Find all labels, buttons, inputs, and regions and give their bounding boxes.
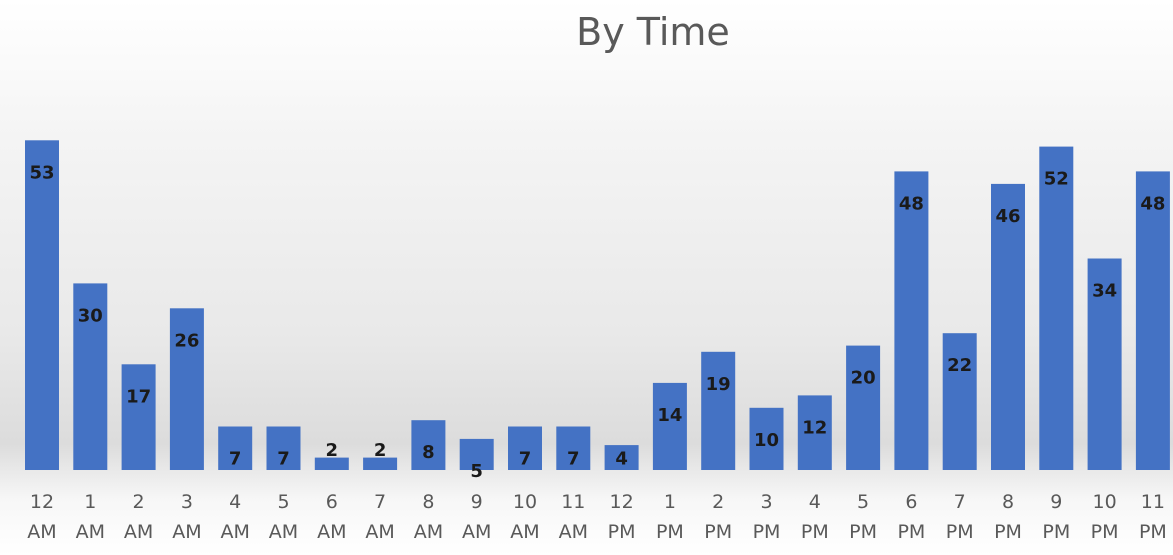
data-label: 30 (78, 305, 103, 326)
data-label: 2 (374, 440, 387, 461)
bar-10-pm (1087, 258, 1122, 470)
category-label: 7 AM (365, 491, 394, 543)
category-label: 9 PM (1042, 491, 1070, 543)
data-label: 17 (126, 386, 151, 407)
category-label: 8 PM (994, 491, 1022, 543)
bar-9-am (459, 438, 494, 470)
data-label: 19 (706, 374, 731, 395)
data-label: 48 (1140, 193, 1165, 214)
data-label: 22 (947, 355, 972, 376)
bar-6-pm (894, 171, 929, 470)
data-label: 48 (899, 193, 924, 214)
bar-6-am (314, 457, 349, 470)
data-label: 53 (29, 162, 54, 183)
category-label: 4 PM (801, 491, 829, 543)
category-label: 11 PM (1139, 491, 1167, 543)
data-label: 5 (470, 461, 483, 482)
data-label: 34 (1092, 281, 1117, 302)
data-label: 7 (567, 449, 580, 470)
category-label: 10 PM (1091, 491, 1119, 543)
category-label: 12 PM (608, 491, 636, 543)
bar-7-pm (942, 333, 977, 470)
bar-1-am (73, 283, 108, 470)
data-label: 8 (422, 442, 435, 463)
category-label: 6 AM (317, 491, 346, 543)
category-label: 1 AM (76, 491, 105, 543)
category-label: 2 AM (124, 491, 153, 543)
category-label: 10 AM (510, 491, 539, 543)
data-label: 7 (277, 449, 290, 470)
bar-8-am (411, 420, 446, 470)
data-label: 14 (657, 405, 682, 426)
category-label: 2 PM (704, 491, 732, 543)
bar-12-pm (604, 445, 639, 470)
bar-2-pm (701, 351, 736, 470)
category-label: 7 PM (946, 491, 974, 543)
bar-4-pm (797, 395, 832, 470)
category-label: 9 AM (462, 491, 491, 543)
bar-9-pm (1039, 146, 1074, 470)
bar-4-am (218, 426, 253, 470)
bar-10-am (508, 426, 542, 470)
data-label: 2 (326, 440, 339, 461)
category-label: 5 PM (849, 491, 877, 543)
data-label: 46 (995, 206, 1020, 227)
data-label: 4 (615, 449, 628, 470)
bar-3-pm (749, 407, 784, 470)
category-label: 5 AM (269, 491, 298, 543)
data-label: 7 (519, 449, 532, 470)
category-label: 8 AM (414, 491, 443, 543)
category-label: 1 PM (656, 491, 684, 543)
category-label: 6 PM (897, 491, 925, 543)
category-label: 11 AM (559, 491, 588, 543)
data-label: 12 (802, 417, 827, 438)
category-label: 3 AM (172, 491, 201, 543)
bar-11-pm (1135, 171, 1170, 470)
data-label: 7 (229, 449, 242, 470)
bar-3-am (169, 308, 204, 470)
bar-1-pm (652, 382, 687, 470)
data-label: 10 (754, 430, 779, 451)
data-label: 20 (851, 368, 876, 389)
bar-11-am (556, 426, 591, 470)
data-label: 52 (1044, 169, 1069, 190)
bar-7-am (363, 457, 398, 470)
category-label: 12 AM (27, 491, 56, 543)
bar-2-am (121, 364, 156, 470)
bar-5-am (266, 426, 301, 470)
bar-8-pm (991, 183, 1025, 470)
data-label: 26 (174, 330, 199, 351)
chart-title: By Time (576, 10, 730, 54)
bar-5-pm (846, 345, 881, 470)
category-label: 3 PM (753, 491, 781, 543)
category-label: 4 AM (221, 491, 250, 543)
bar-12-am (25, 140, 59, 471)
